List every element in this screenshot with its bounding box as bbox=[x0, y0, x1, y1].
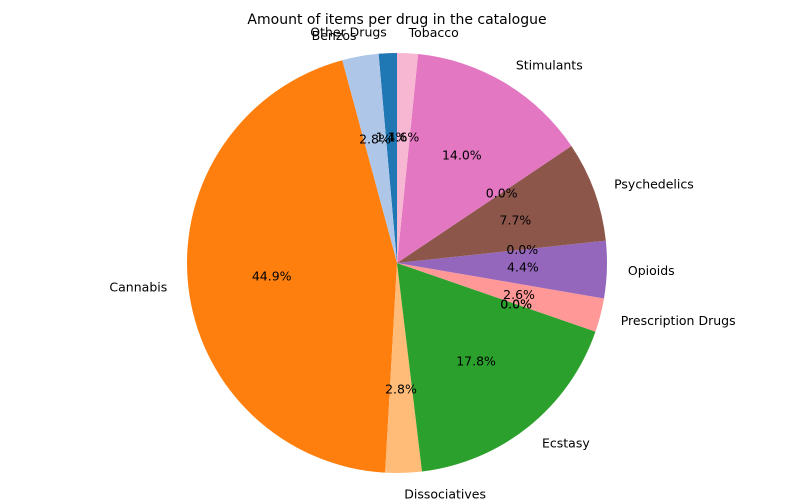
slice-category-label: Opioids bbox=[628, 263, 675, 278]
slice-percent-label: 14.0% bbox=[442, 147, 482, 162]
pie-slices bbox=[186, 53, 607, 473]
slice-percent-label: 2.8% bbox=[385, 381, 417, 396]
pie-slice bbox=[397, 53, 419, 263]
slice-category-label: Prescription Drugs bbox=[621, 313, 736, 328]
slice-category-label: Other Drugs bbox=[310, 25, 387, 40]
slice-percent-label: 2.6% bbox=[503, 287, 535, 302]
slice-category-label: Ecstasy bbox=[542, 435, 590, 450]
pie-slice bbox=[397, 240, 607, 299]
slice-category-label: Tobacco bbox=[408, 25, 459, 40]
chart-title: Amount of items per drug in the catalogu… bbox=[247, 12, 546, 28]
slice-percent-label: 4.4% bbox=[507, 259, 539, 274]
pie-slice bbox=[397, 54, 572, 263]
slice-percent-label: 1.6% bbox=[387, 130, 419, 145]
slice-percent-label: 1.4% bbox=[376, 130, 408, 145]
slice-percent-label: 0.0% bbox=[500, 297, 532, 312]
slice-percent-label: 0.0% bbox=[486, 185, 518, 200]
pie-slice bbox=[397, 263, 596, 472]
pie-slice bbox=[342, 53, 397, 263]
pie-slice bbox=[186, 60, 397, 473]
slice-category-label: Cannabis bbox=[109, 279, 167, 294]
pie-slice bbox=[397, 146, 606, 263]
slice-category-label: Stimulants bbox=[516, 57, 583, 72]
slice-percent-label: 0.0% bbox=[500, 297, 532, 312]
pie-slice bbox=[397, 263, 604, 332]
pie-slice bbox=[385, 263, 423, 473]
slice-category-label: Dissociatives bbox=[404, 486, 486, 501]
slice-percent-label: 7.7% bbox=[500, 212, 532, 227]
pie-slice bbox=[378, 53, 397, 263]
slice-category-label: Benzos bbox=[312, 28, 357, 43]
slice-percent-label: 17.8% bbox=[456, 354, 496, 369]
slice-percent-label: 44.9% bbox=[252, 269, 292, 284]
slice-percent-label: 2.8% bbox=[359, 131, 391, 146]
slice-percent-label: 0.0% bbox=[506, 242, 538, 257]
slice-category-label: Psychedelics bbox=[614, 177, 694, 192]
pie-labels: 1.4% Other Drugs 2.8% Benzos 44.9% Cannabis 2.… bbox=[109, 25, 735, 502]
